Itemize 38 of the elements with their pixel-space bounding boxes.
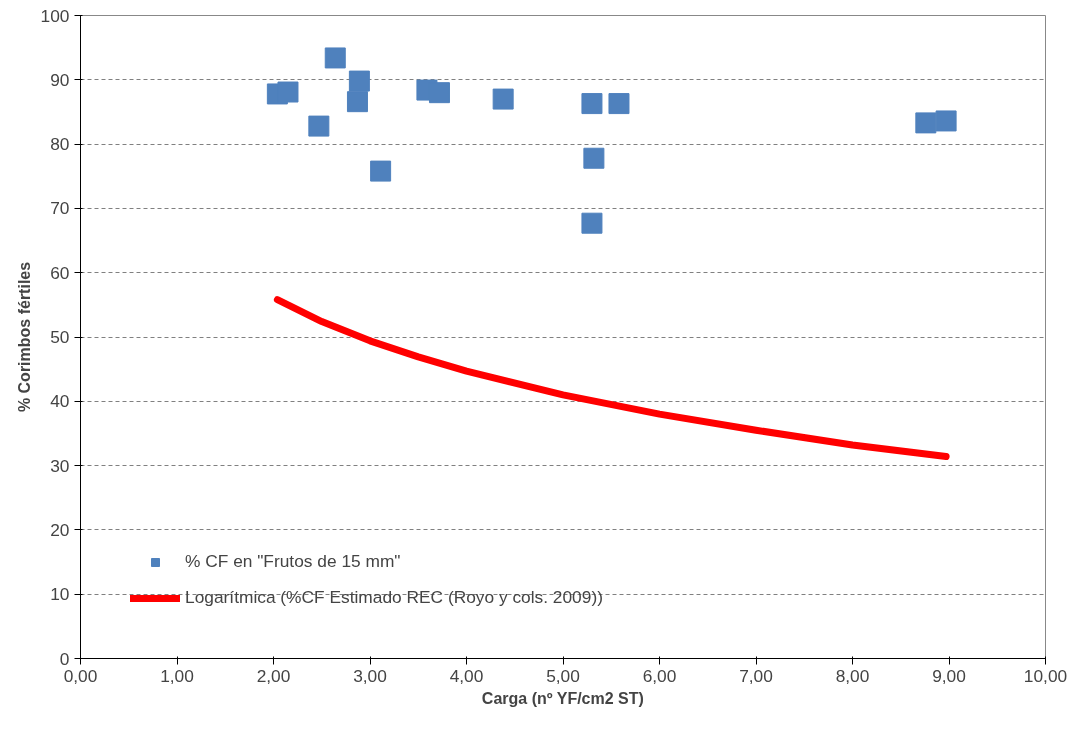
- point: [324, 47, 346, 69]
- legend-label: % CF en "Frutos de 15 mm": [185, 551, 401, 572]
- point: [346, 91, 368, 113]
- y-tick-label: 60: [50, 262, 70, 283]
- x-tick-label: 10,00: [1023, 665, 1068, 686]
- x-tick-label: 6,00: [642, 665, 677, 686]
- point: [492, 88, 514, 110]
- point: [915, 112, 937, 134]
- x-tick-label: 5,00: [546, 665, 580, 686]
- point: [277, 81, 299, 103]
- x-tick-label: 4,00: [449, 665, 484, 686]
- point: [308, 115, 330, 137]
- y-tick-label: 100: [40, 5, 70, 26]
- legend-label: Logarítmica (%CF Estimado REC (Royo y cols. 2009)): [185, 587, 603, 608]
- point: [608, 93, 630, 115]
- y-tick-label: 10: [50, 584, 70, 605]
- y-tick-label: 90: [50, 69, 70, 90]
- point: [581, 93, 603, 115]
- y-tick-label: 30: [50, 455, 70, 476]
- y-tick-label: 40: [50, 391, 70, 412]
- x-tick-label: 8,00: [835, 665, 870, 686]
- point: [583, 147, 605, 169]
- x-tick-label: 2,00: [256, 665, 291, 686]
- y-axis-title: % Corimbos fértiles: [15, 261, 33, 413]
- y-tick-label: 20: [50, 519, 70, 540]
- point: [935, 110, 957, 132]
- point: [581, 212, 603, 234]
- x-tick-label: 7,00: [739, 665, 773, 686]
- point: [348, 70, 370, 92]
- y-tick-label: 50: [50, 327, 70, 347]
- y-tick-label: 70: [50, 198, 70, 219]
- point: [370, 160, 392, 182]
- x-axis-title: Carga (nº YF/cm2 ST): [481, 689, 644, 707]
- x-tick-label: 3,00: [353, 665, 387, 686]
- point: [428, 82, 450, 104]
- x-tick-label: 9,00: [932, 665, 966, 686]
- x-tick-label: 1,00: [160, 665, 194, 686]
- y-tick-label: 80: [50, 134, 70, 155]
